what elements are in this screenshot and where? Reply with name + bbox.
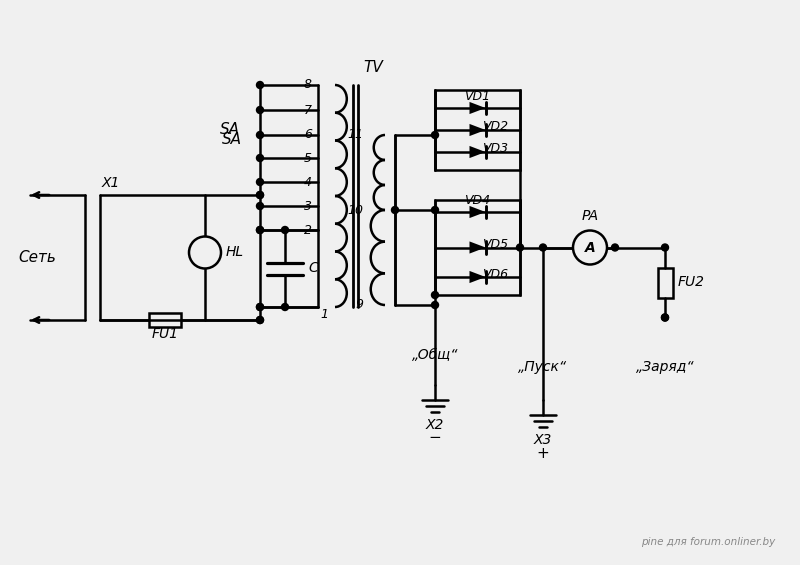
Text: VD1: VD1 — [465, 89, 490, 102]
Circle shape — [431, 206, 438, 214]
Text: 10: 10 — [347, 203, 363, 216]
Circle shape — [257, 316, 263, 324]
Circle shape — [189, 237, 221, 268]
Text: VD4: VD4 — [465, 193, 490, 206]
Polygon shape — [470, 102, 486, 114]
Circle shape — [257, 316, 263, 324]
Circle shape — [257, 192, 263, 198]
Polygon shape — [470, 124, 486, 136]
Text: VD3: VD3 — [482, 142, 509, 155]
Circle shape — [573, 231, 607, 264]
Circle shape — [282, 303, 289, 311]
Text: X2: X2 — [426, 418, 444, 432]
Circle shape — [257, 81, 263, 89]
Circle shape — [662, 314, 669, 321]
Circle shape — [282, 227, 289, 233]
Circle shape — [431, 302, 438, 308]
Bar — [658, 267, 673, 298]
Text: −: − — [429, 431, 442, 445]
Circle shape — [257, 202, 263, 210]
Bar — [149, 313, 181, 327]
Text: C: C — [308, 262, 318, 276]
Circle shape — [662, 314, 669, 321]
Polygon shape — [470, 241, 486, 254]
Polygon shape — [470, 206, 486, 218]
Text: „Oбщ“: „Oбщ“ — [412, 348, 458, 362]
Text: 8: 8 — [304, 79, 312, 92]
Circle shape — [539, 244, 546, 251]
Text: SA: SA — [220, 123, 240, 137]
Circle shape — [257, 227, 263, 233]
Text: pine для forum.onliner.by: pine для forum.onliner.by — [641, 537, 775, 547]
Text: TV: TV — [363, 59, 382, 75]
Text: 4: 4 — [304, 176, 312, 189]
Text: X1: X1 — [102, 176, 120, 190]
Text: 9: 9 — [355, 298, 363, 311]
Circle shape — [431, 292, 438, 298]
Circle shape — [391, 206, 398, 214]
Text: 11: 11 — [347, 128, 363, 141]
Text: VD2: VD2 — [482, 120, 509, 133]
Circle shape — [611, 244, 618, 251]
Polygon shape — [470, 146, 486, 158]
Text: PA: PA — [582, 208, 598, 223]
Circle shape — [257, 106, 263, 114]
Text: 7: 7 — [304, 103, 312, 116]
Circle shape — [257, 303, 263, 311]
Text: 3: 3 — [304, 199, 312, 212]
Circle shape — [257, 227, 263, 233]
Bar — [435, 90, 520, 170]
Text: 2: 2 — [304, 224, 312, 237]
Circle shape — [431, 132, 438, 138]
Polygon shape — [470, 271, 486, 283]
Text: „Заряд“: „Заряд“ — [636, 360, 694, 374]
Circle shape — [517, 244, 523, 251]
Text: Сеть: Сеть — [18, 250, 56, 265]
Text: 5: 5 — [304, 151, 312, 164]
Text: SA: SA — [222, 133, 242, 147]
Text: „Пуск“: „Пуск“ — [518, 360, 567, 374]
Text: HL: HL — [226, 246, 244, 259]
Circle shape — [257, 192, 263, 198]
Bar — [435, 200, 520, 295]
Text: A: A — [585, 241, 595, 254]
Circle shape — [257, 154, 263, 162]
Text: 1: 1 — [320, 308, 328, 321]
Circle shape — [662, 244, 669, 251]
Text: VD6: VD6 — [482, 267, 509, 280]
Circle shape — [257, 179, 263, 185]
Text: X3: X3 — [534, 433, 552, 447]
Text: 6: 6 — [304, 128, 312, 141]
Text: +: + — [537, 445, 550, 460]
Text: FU2: FU2 — [678, 276, 705, 289]
Circle shape — [257, 303, 263, 311]
Text: VD5: VD5 — [482, 238, 509, 251]
Text: FU1: FU1 — [151, 327, 178, 341]
Circle shape — [257, 132, 263, 138]
